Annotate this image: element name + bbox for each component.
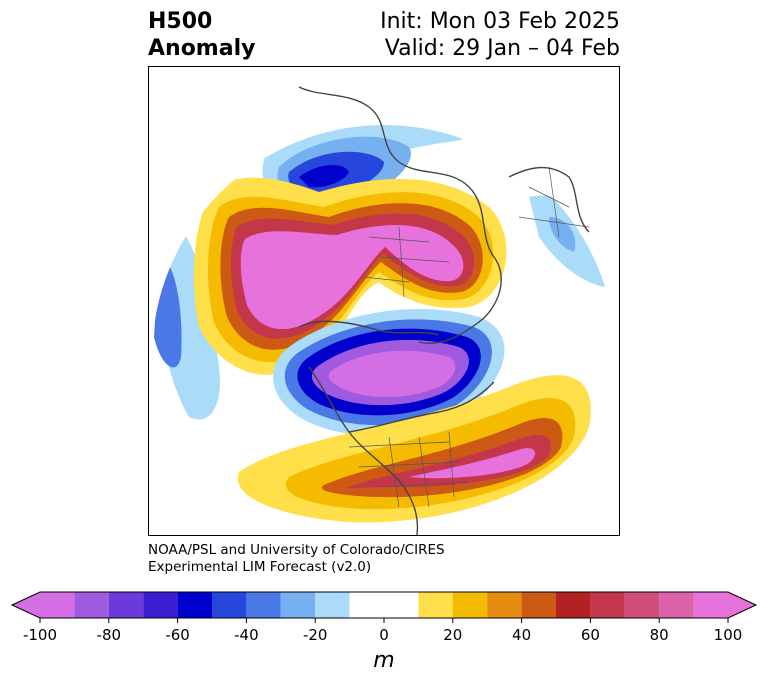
colorbar-cell xyxy=(108,592,144,618)
neg-anomaly-west xyxy=(158,226,220,420)
colorbar-tick-label: 0 xyxy=(379,626,389,644)
colorbar-cell xyxy=(315,592,350,618)
anomaly-map xyxy=(148,66,620,536)
colorbar-tick-label: 20 xyxy=(443,626,462,644)
colorbar-tick-label: 40 xyxy=(512,626,531,644)
colorbar-outline xyxy=(10,591,758,619)
colorbar-cell xyxy=(659,592,694,618)
colorbar-cell xyxy=(452,592,488,618)
colorbar-tick-label: -40 xyxy=(234,626,259,644)
credit-line-2: Experimental LIM Forecast (v2.0) xyxy=(148,559,372,575)
map-svg xyxy=(154,86,609,535)
credit-line-1: NOAA/PSL and University of Colorado/CIRE… xyxy=(148,542,445,558)
colorbar-tick-label: 100 xyxy=(714,626,743,644)
colorbar-ticks: -100 -80 -60 -40 -20 0 20 40 60 80 100 xyxy=(23,618,742,644)
init-date: Init: Mon 03 Feb 2025 xyxy=(380,9,620,34)
colorbar-cell xyxy=(177,592,212,618)
coastlines xyxy=(298,86,590,535)
valid-range: Valid: 29 Jan – 04 Feb xyxy=(384,36,620,61)
credit-text: NOAA/PSL and University of Colorado/CIRE… xyxy=(148,542,445,576)
colorbar-cell xyxy=(556,592,591,618)
colorbar-extend-low xyxy=(12,592,40,618)
colorbar-tick-label: -80 xyxy=(97,626,122,644)
colorbar-cell xyxy=(349,592,419,618)
colorbar-cell xyxy=(40,592,75,618)
colorbar-cell xyxy=(212,592,247,618)
colorbar-cell xyxy=(624,592,660,618)
variable-label: H500 xyxy=(148,9,213,34)
colorbar-cell xyxy=(521,592,556,618)
colorbar-cell xyxy=(143,592,178,618)
borders xyxy=(348,166,590,508)
colorbar-tick-label: -100 xyxy=(23,626,57,644)
colorbar-tick-label: -60 xyxy=(165,626,190,644)
field-label: Anomaly xyxy=(148,36,256,61)
colorbar: -100 -80 -60 -40 -20 0 20 40 60 80 100 xyxy=(10,591,758,644)
colorbar-cell xyxy=(280,592,316,618)
colorbar-cells xyxy=(40,592,728,618)
colorbar-tick-label: 60 xyxy=(581,626,600,644)
colorbar-tick-label: -20 xyxy=(303,626,328,644)
colorbar-tick-label: 80 xyxy=(650,626,669,644)
colorbar-cell xyxy=(246,592,281,618)
colorbar-cell xyxy=(590,592,625,618)
colorbar-cell xyxy=(487,592,522,618)
colorbar-cell xyxy=(74,592,109,618)
colorbar-extend-high xyxy=(728,592,756,618)
colorbar-cell xyxy=(693,592,728,618)
high-center xyxy=(240,225,464,330)
colorbar-cell xyxy=(418,592,453,618)
forecast-dates: Init: Mon 03 Feb 2025 Valid: 29 Jan – 04… xyxy=(380,8,620,62)
colorbar-unit-label: m xyxy=(373,648,395,673)
map-title: H500 Anomaly xyxy=(148,8,255,62)
